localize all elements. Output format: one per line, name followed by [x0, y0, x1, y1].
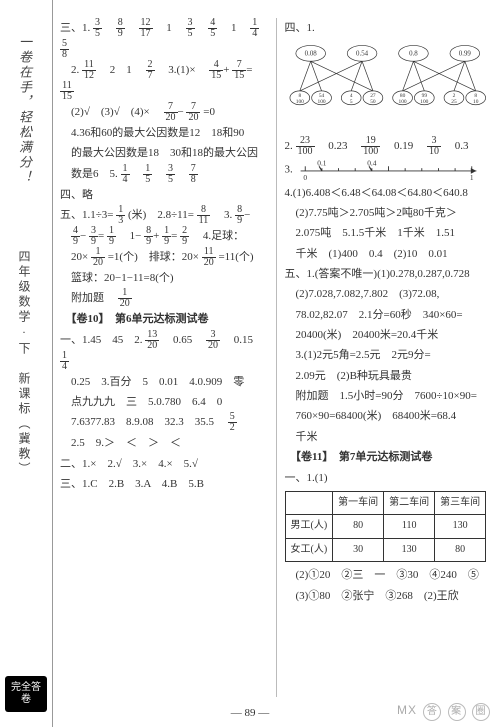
u10-1d: 0.25 3.百分 5 0.01 4.0.909 零 — [60, 372, 268, 392]
r-extra3: 千米 — [285, 427, 493, 447]
r-q4-3: 2.075吨 5.1.5千米 1千米 1.51 — [285, 223, 493, 243]
q3-4a: 4.36和60的最大公因数是12 18和90 — [60, 123, 268, 143]
sidebar: 一卷在手，轻松满分！ 四年级数学·下 新课标（冀教） 完全答卷 — [0, 0, 53, 727]
book-slogan: 一卷在手，轻松满分！ — [15, 35, 34, 185]
svg-text:25: 25 — [451, 99, 457, 105]
svg-text:5: 5 — [349, 99, 352, 105]
q5-4b: 篮球：20−1−11=8(个) — [60, 268, 268, 288]
svg-text:0.08: 0.08 — [304, 51, 317, 58]
unit11-heading: 【卷11】 第7单元达标测试卷 — [285, 447, 493, 467]
columns: 三、1. 35 89 1217 1 35 45 1 14 58 2. 1112 … — [60, 18, 492, 697]
svg-text:100: 100 — [295, 99, 303, 105]
svg-text:50: 50 — [370, 99, 376, 105]
u10-1f: 7.6377.83 8.9.08 32.3 35.5 52 — [60, 412, 268, 433]
q3-4c: 数是6 5. 14 15 35 78 — [60, 164, 268, 185]
svg-text:0: 0 — [303, 173, 307, 182]
watermark-text: MX — [397, 703, 417, 717]
u10-1a: 一、1.45 45 2. 1320 0.65 320 0.15 14 — [60, 330, 268, 372]
u11-c: (3)①80 ②张宁 ③268 (2)王欣 — [285, 586, 493, 606]
r-q4-1: 4.(1)6.408＜6.48＜64.08＜64.80＜640.8 — [285, 183, 493, 203]
svg-text:100: 100 — [420, 99, 428, 105]
r-extra2: 760×90=68400(米) 68400米=68.4 — [285, 406, 493, 426]
u10-2: 二、1.× 2.√ 3.× 4.× 5.√ — [60, 454, 268, 474]
left-column: 三、1. 35 89 1217 1 35 45 1 14 58 2. 1112 … — [60, 18, 268, 697]
q4: 四、略 — [60, 185, 268, 205]
svg-text:0.1: 0.1 — [317, 158, 327, 167]
q5-3: 49− 39= 19 1− 89+ 19= 29 4.足球： — [60, 226, 268, 247]
svg-text:1: 1 — [469, 173, 473, 182]
r-q5e: 3.(1)2元5角=2.5元 2元9分= — [285, 345, 493, 365]
u10-1e: 点九九九 三 5.0.780 6.4 0 — [60, 392, 268, 412]
svg-text:100: 100 — [398, 99, 406, 105]
u11-b: (2)①20 ②三 一 ③30 ④240 ⑤ — [285, 565, 493, 585]
u11-1: 一、1.(1) — [285, 468, 493, 488]
q3-2b: (2)√ (3)√ (4)× 720− 720 =0 — [60, 102, 268, 123]
fraction-diagram: 0.08 0.54 0.8 0.99 8100 54100 45 2750 80… — [285, 38, 493, 128]
svg-text:10: 10 — [472, 99, 478, 105]
r-q5b: (2)7.028,7.082,7.802 (3)72.08, — [285, 284, 493, 304]
r-q4: 四、1. — [285, 18, 493, 38]
watermark: MX 答 案 圈 — [397, 703, 490, 721]
watermark-icon: 案 — [448, 703, 466, 721]
svg-text:100: 100 — [317, 99, 325, 105]
workshop-table: 第一车间 第二车间 第三车间 男工(人) 80 110 130 女工(人) 30… — [285, 491, 487, 563]
svg-text:0.8: 0.8 — [409, 51, 418, 58]
u10-3: 三、1.C 2.B 3.A 4.B 5.B — [60, 474, 268, 494]
q3-1: 三、1. 35 89 1217 1 35 45 1 14 58 — [60, 18, 268, 60]
svg-text:0.99: 0.99 — [458, 51, 471, 58]
svg-text:0.4: 0.4 — [367, 158, 377, 167]
column-divider — [276, 18, 277, 697]
extra-q: 附加题 120 — [60, 288, 268, 309]
r-q5c: 78.02,82.07 2.1分=60秒 340×60= — [285, 305, 493, 325]
q5-1: 五、1.1÷3= 13 (米) 2.8÷11= 811 3. 89− — [60, 205, 268, 226]
r-q3: 3. 00.1 0.41 — [285, 157, 493, 183]
q5-4a: 20× 120 =1(个) 排球：20× 1120 =11(个) — [60, 247, 268, 268]
page: 一卷在手，轻松满分！ 四年级数学·下 新课标（冀教） 完全答卷 三、1. 35 … — [0, 0, 500, 727]
svg-text:0.54: 0.54 — [356, 51, 369, 58]
r-extra: 附加题 1.5小时=90分 7600÷10×90= — [285, 386, 493, 406]
r-q2: 2. 23100 0.23 19100 0.19 310 0.3 — [285, 136, 493, 157]
r-q4-4: 千米 (1)400 0.4 (2)10 0.01 — [285, 244, 493, 264]
r-q5d: 20400(米) 20400米=20.4千米 — [285, 325, 493, 345]
r-q5f: 2.09元 (2)B种玩具最贵 — [285, 366, 493, 386]
u10-1g: 2.5 9.＞ ＜ ＞ ＜ — [60, 433, 268, 453]
book-title: 四年级数学·下 新课标（冀教） — [16, 250, 33, 477]
watermark-icon: 圈 — [472, 703, 490, 721]
q3-4b: 的最大公因数是18 30和18的最大公因 — [60, 143, 268, 163]
unit10-heading: 【卷10】 第6单元达标测试卷 — [60, 309, 268, 329]
right-column: 四、1. — [285, 18, 493, 697]
watermark-icon: 答 — [423, 703, 441, 721]
r-q5a: 五、1.(答案不唯一)(1)0.278,0.287,0.728 — [285, 264, 493, 284]
number-line: 0 0.1 0.4 1 — [296, 157, 481, 183]
q3-2: 2. 1112 2 1 27 3.(1)× 415+ 715= 1115 — [60, 60, 268, 102]
r-q4-2: (2)7.75吨＞2.705吨＞2吨80千克＞ — [285, 203, 493, 223]
